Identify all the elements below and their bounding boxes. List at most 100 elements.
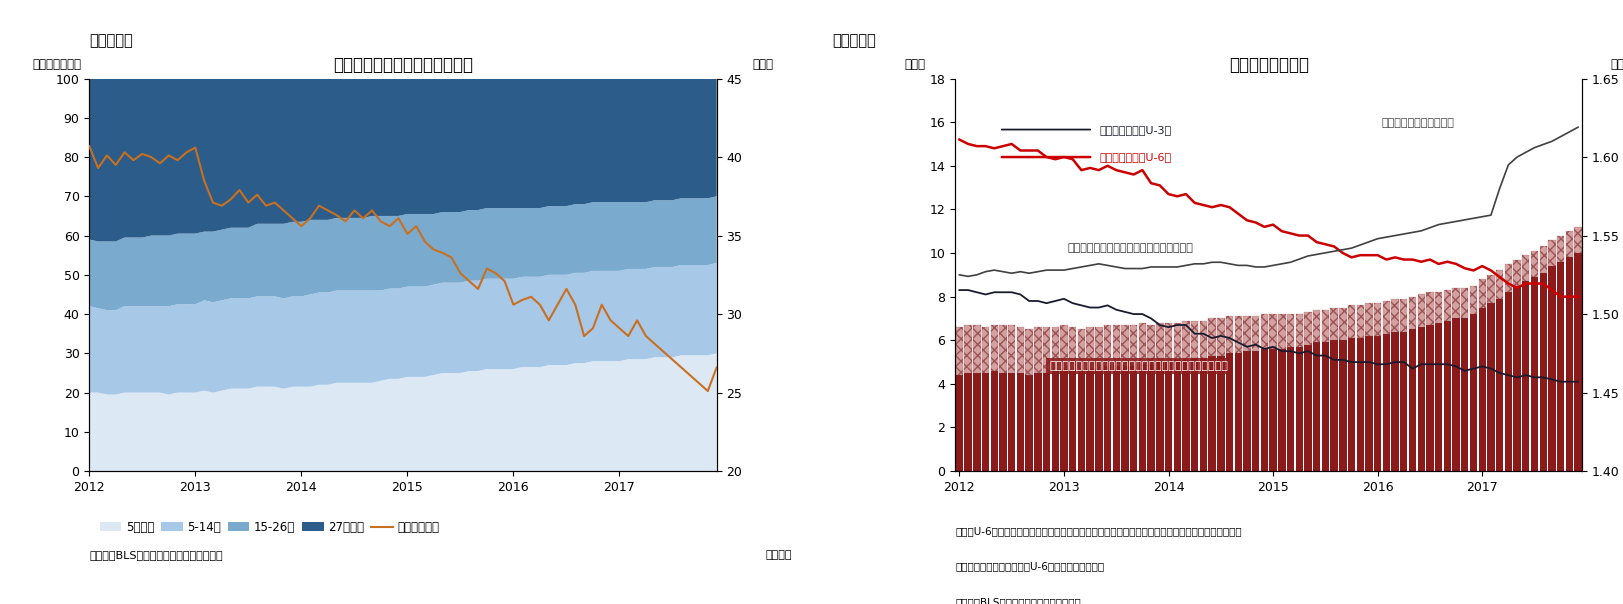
Bar: [1339, 307, 1347, 340]
Bar: [1487, 303, 1495, 471]
Bar: [1052, 371, 1058, 471]
Bar: [956, 327, 962, 375]
Bar: [1487, 275, 1495, 303]
Bar: [1427, 292, 1433, 325]
Bar: [1470, 286, 1477, 314]
Text: （月次）: （月次）: [766, 550, 792, 560]
Bar: [1096, 327, 1102, 368]
Bar: [1060, 325, 1068, 368]
Bar: [1487, 275, 1495, 303]
Bar: [1339, 307, 1347, 340]
Bar: [1251, 351, 1259, 471]
Bar: [1287, 314, 1294, 347]
Bar: [1391, 299, 1399, 332]
Bar: [1044, 327, 1050, 373]
Bar: [1496, 271, 1503, 299]
Bar: [1556, 236, 1565, 262]
Bar: [1331, 340, 1337, 471]
Bar: [1121, 325, 1128, 367]
Bar: [1112, 367, 1120, 471]
Bar: [1339, 340, 1347, 471]
Bar: [982, 327, 990, 373]
Bar: [1112, 325, 1120, 367]
Bar: [1243, 316, 1251, 351]
Text: （資料）BLSよりニッセイ基礎研究所作成: （資料）BLSよりニッセイ基礎研究所作成: [954, 597, 1081, 604]
Bar: [1052, 327, 1058, 371]
Bar: [1365, 303, 1373, 336]
Bar: [1156, 323, 1164, 362]
Bar: [1173, 323, 1182, 360]
Bar: [1147, 364, 1156, 471]
Bar: [1453, 318, 1459, 471]
Text: （注）U-6＝（失業者＋周辺労働力＋経済的理由によるパートタイマー）／（労働力＋周辺労働力）: （注）U-6＝（失業者＋周辺労働力＋経済的理由によるパートタイマー）／（労働力＋…: [954, 526, 1242, 536]
Bar: [1026, 329, 1032, 375]
Bar: [1104, 325, 1112, 367]
Bar: [1470, 314, 1477, 471]
Bar: [1331, 307, 1337, 340]
Bar: [1156, 362, 1164, 471]
Bar: [1191, 321, 1198, 358]
Bar: [1060, 325, 1068, 368]
Text: （資料）BLSよりニッセイ基礎研究所作成: （資料）BLSよりニッセイ基礎研究所作成: [89, 550, 222, 560]
Bar: [1251, 316, 1259, 351]
Bar: [1566, 257, 1573, 471]
Bar: [1078, 329, 1086, 371]
Text: 周辺労働力人口（右軸）: 周辺労働力人口（右軸）: [1381, 118, 1454, 128]
Text: （週）: （週）: [751, 57, 773, 71]
Bar: [1052, 327, 1058, 371]
Bar: [964, 325, 972, 373]
Bar: [1435, 323, 1443, 471]
Bar: [1574, 253, 1582, 471]
Bar: [1156, 323, 1164, 362]
Bar: [1000, 373, 1006, 471]
Bar: [982, 373, 990, 471]
Bar: [1522, 281, 1529, 471]
Bar: [1391, 299, 1399, 332]
Bar: [1574, 227, 1582, 253]
Bar: [1287, 314, 1294, 347]
Text: 周辺労働力は失業率（U-6）より逆算して推計: 周辺労働力は失業率（U-6）より逆算して推計: [954, 562, 1104, 571]
Bar: [1277, 349, 1285, 471]
Text: 通常の失業率（U-3）: 通常の失業率（U-3）: [1099, 124, 1172, 135]
Bar: [1225, 316, 1233, 353]
Bar: [1321, 342, 1329, 471]
Bar: [1513, 286, 1521, 471]
Bar: [1305, 312, 1311, 345]
Bar: [1243, 351, 1251, 471]
Bar: [974, 325, 980, 373]
Bar: [1313, 342, 1321, 471]
Bar: [1505, 292, 1513, 471]
Bar: [1461, 288, 1469, 318]
Bar: [1016, 373, 1024, 471]
Bar: [1086, 368, 1094, 471]
Bar: [1060, 368, 1068, 471]
Bar: [1199, 321, 1208, 358]
Bar: [1347, 338, 1355, 471]
Bar: [1417, 327, 1425, 471]
Bar: [974, 325, 980, 373]
Bar: [1479, 307, 1487, 471]
Bar: [1444, 321, 1451, 471]
Bar: [1096, 327, 1102, 368]
Bar: [1505, 264, 1513, 292]
Bar: [1269, 314, 1277, 349]
Bar: [1574, 227, 1582, 253]
Bar: [1365, 303, 1373, 336]
Bar: [1548, 240, 1555, 266]
Bar: [1347, 306, 1355, 338]
Bar: [1034, 327, 1042, 373]
Bar: [1070, 327, 1076, 371]
Bar: [1401, 332, 1407, 471]
Bar: [1104, 367, 1112, 471]
Bar: [1357, 306, 1363, 338]
Text: （％）: （％）: [906, 57, 925, 71]
Bar: [1217, 356, 1224, 471]
Bar: [974, 373, 980, 471]
Bar: [1261, 349, 1268, 471]
Bar: [1235, 316, 1242, 353]
Bar: [1034, 327, 1042, 373]
Text: （シェア、％）: （シェア、％）: [32, 57, 81, 71]
Bar: [990, 371, 998, 471]
Bar: [1086, 327, 1094, 368]
Bar: [1357, 306, 1363, 338]
